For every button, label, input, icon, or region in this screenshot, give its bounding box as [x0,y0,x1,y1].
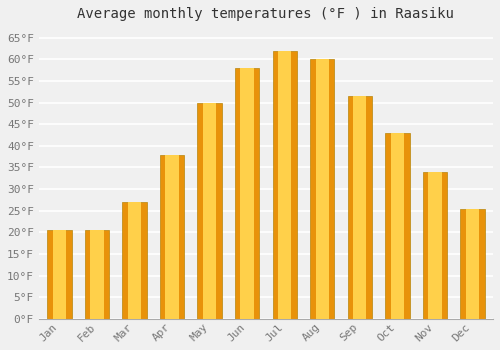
Bar [198,103,222,319]
Bar [128,202,141,319]
Bar [122,202,146,319]
Bar [85,230,109,319]
Bar [390,133,404,319]
Bar [310,60,334,319]
Bar [348,96,372,319]
Bar [422,172,447,319]
Bar [90,230,104,319]
Bar [428,172,442,319]
Bar [166,154,179,319]
Bar [353,96,366,319]
Bar [52,230,66,319]
Bar [203,103,216,319]
Bar [460,209,484,319]
Bar [235,68,260,319]
Bar [316,60,329,319]
Bar [48,230,72,319]
Bar [272,51,297,319]
Bar [160,154,184,319]
Bar [278,51,291,319]
Bar [466,209,479,319]
Bar [385,133,409,319]
Title: Average monthly temperatures (°F ) in Raasiku: Average monthly temperatures (°F ) in Ra… [78,7,454,21]
Bar [240,68,254,319]
